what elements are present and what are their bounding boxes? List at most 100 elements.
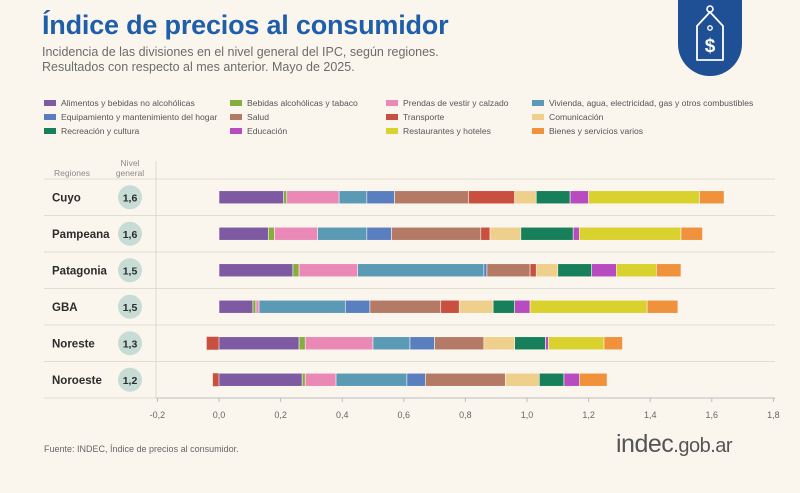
bar-segment <box>258 299 346 314</box>
legend-item: Transporte <box>386 112 532 122</box>
legend-swatch <box>532 100 544 106</box>
legend-item: Bienes y servicios varios <box>532 126 784 136</box>
bar-segment <box>480 226 491 241</box>
region-label: Noreste <box>52 338 95 350</box>
bar-segment <box>304 372 337 387</box>
legend-label: Salud <box>247 112 269 122</box>
price-tag-badge: $ <box>678 0 742 76</box>
legend-label: Bebidas alcohólicas y tabaco <box>247 98 358 108</box>
bar-segment <box>483 336 515 351</box>
bar-segment <box>514 299 531 314</box>
x-tick-label: 1,0 <box>521 410 534 420</box>
bar-segment <box>535 263 559 278</box>
bar-segment <box>520 226 574 241</box>
bar-segment <box>545 336 549 351</box>
legend-swatch <box>386 128 398 134</box>
bar-segment <box>425 372 506 387</box>
bar-segment <box>218 299 254 314</box>
region-label: Patagonia <box>52 265 108 277</box>
bar-segment <box>514 190 537 205</box>
indec-logo: indec.gob.ar <box>616 430 733 459</box>
legend-swatch <box>532 114 544 120</box>
legend-item: Prendas de vestir y calzado <box>386 98 532 108</box>
subtitle-line-1: Incidencia de las divisiones en el nivel… <box>42 45 439 59</box>
level-value: 1,2 <box>123 375 138 387</box>
legend-item: Equipamiento y mantenimiento del hogar <box>44 112 230 122</box>
bar-segment <box>486 263 531 278</box>
legend-label: Educación <box>247 126 288 136</box>
bar-segment <box>298 336 306 351</box>
bar-segment <box>440 299 460 314</box>
bar-segment <box>409 336 435 351</box>
level-circle <box>118 331 142 356</box>
bar-segment <box>366 226 392 241</box>
region-label: GBA <box>52 302 78 314</box>
x-tick-label: 1,2 <box>582 410 595 420</box>
bar-segment <box>591 263 617 278</box>
x-tick-label: 1,4 <box>644 410 657 420</box>
legend-label: Recreación y cultura <box>61 126 140 136</box>
x-tick-label: 0,8 <box>459 410 472 420</box>
level-header-line-2: general <box>115 168 145 178</box>
bar-segment <box>483 263 488 278</box>
level-value: 1,5 <box>123 302 138 314</box>
legend-item: Educación <box>230 126 386 136</box>
bar-segment <box>616 263 657 278</box>
bar-segment <box>680 226 703 241</box>
bar-segment <box>391 226 482 241</box>
bar-segment <box>529 263 537 278</box>
bar-segment <box>468 190 515 205</box>
legend-label: Comunicación <box>549 112 604 122</box>
price-tag-icon: $ <box>696 5 724 61</box>
bar-segment <box>335 372 408 387</box>
legend-swatch <box>386 114 398 120</box>
level-circle <box>118 185 142 210</box>
bar-segment <box>434 336 485 351</box>
level-column-header: Nivel general <box>108 158 152 178</box>
legend-swatch <box>532 128 544 134</box>
bar-segment <box>338 190 368 205</box>
level-circle <box>118 367 142 392</box>
bar-segment <box>505 372 540 387</box>
bar-segment <box>563 372 580 387</box>
legend-item: Vivienda, agua, electricidad, gas y otro… <box>532 98 784 108</box>
x-tick-label: 1,8 <box>767 410 780 420</box>
x-tick-label: 0,2 <box>274 410 287 420</box>
legend-swatch <box>44 114 56 120</box>
page-title: Índice de precios al consumidor <box>42 10 449 40</box>
bar-segment <box>535 190 571 205</box>
bar-segment <box>274 226 318 241</box>
legend-swatch <box>230 114 242 120</box>
legend-item: Bebidas alcohólicas y tabaco <box>230 98 386 108</box>
bar-segment <box>406 372 426 387</box>
legend-swatch <box>230 128 242 134</box>
bar-segment <box>548 336 605 351</box>
bar-segment <box>218 263 294 278</box>
bar-segment <box>557 263 592 278</box>
bar-segment <box>301 372 306 387</box>
bar-segment <box>298 263 358 278</box>
x-tick-label: 0,4 <box>336 410 349 420</box>
bar-segment <box>579 372 608 387</box>
dollar-sign: $ <box>705 36 716 57</box>
legend-item: Alimentos y bebidas no alcohólicas <box>44 98 230 108</box>
bar-segment <box>572 226 580 241</box>
bar-segment <box>283 190 288 205</box>
x-tick-label: -0,2 <box>150 410 166 420</box>
bar-segment <box>286 190 340 205</box>
legend-label: Bienes y servicios varios <box>549 126 644 136</box>
legend-label: Prendas de vestir y calzado <box>403 98 509 108</box>
region-label: Noroeste <box>52 375 102 387</box>
source-note: Fuente: INDEC, Índice de precios al cons… <box>44 444 239 454</box>
legend-swatch <box>44 128 56 134</box>
region-label: Pampeana <box>52 229 110 241</box>
bar-segment <box>344 299 371 314</box>
level-value: 1,6 <box>123 229 138 241</box>
level-circle <box>118 221 142 246</box>
bar-segment <box>218 372 303 387</box>
bar-segment <box>366 190 395 205</box>
bar-segment <box>588 190 700 205</box>
bar-segment <box>699 190 725 205</box>
subtitle: Incidencia de las divisiones en el nivel… <box>42 45 439 75</box>
